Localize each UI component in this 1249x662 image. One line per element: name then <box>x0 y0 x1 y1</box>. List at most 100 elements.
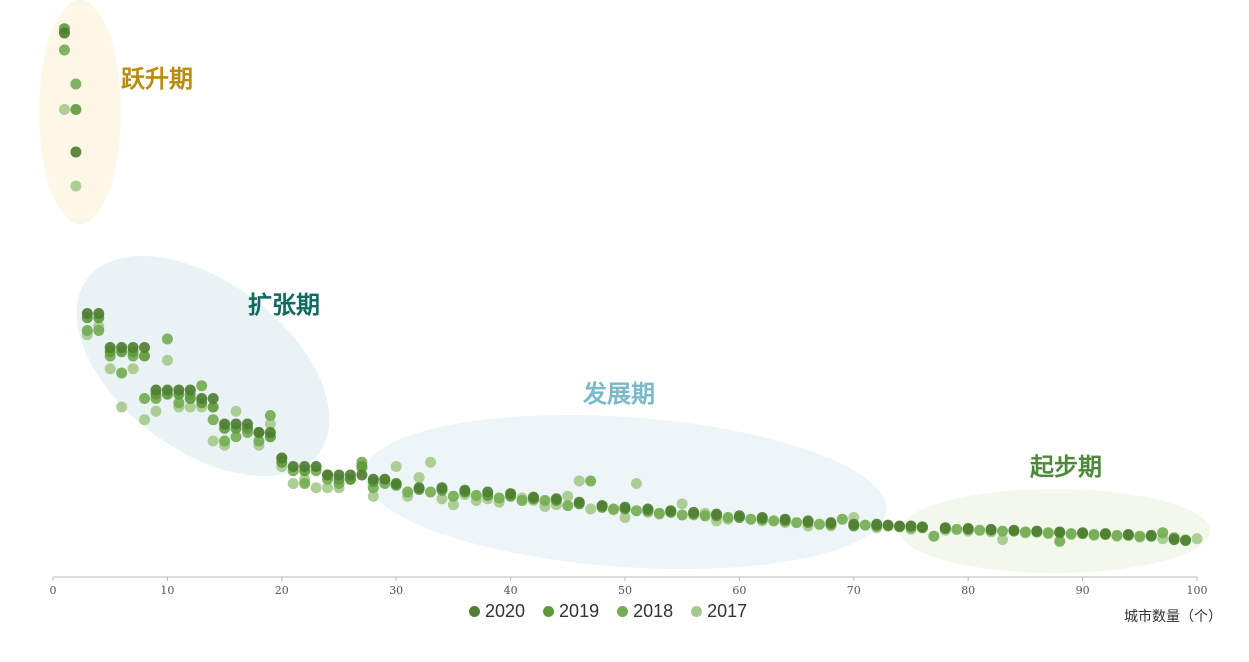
point-2020[interactable] <box>207 393 219 404</box>
legend-item-2019[interactable]: 2019 <box>543 601 599 622</box>
point-2020[interactable] <box>299 461 311 472</box>
legend-item-2020[interactable]: 2020 <box>469 601 525 622</box>
point-2020[interactable] <box>344 469 356 481</box>
point-2020[interactable] <box>276 452 288 464</box>
point-2020[interactable] <box>93 308 105 319</box>
point-2018[interactable] <box>93 325 105 336</box>
point-2020[interactable] <box>367 473 379 485</box>
point-2020[interactable] <box>356 469 368 481</box>
point-2018[interactable] <box>997 525 1009 537</box>
point-2018[interactable] <box>813 518 825 530</box>
point-2017[interactable] <box>1191 533 1203 545</box>
point-2018[interactable] <box>70 78 82 90</box>
point-2020[interactable] <box>665 505 677 517</box>
point-2018[interactable] <box>516 495 528 506</box>
point-2017[interactable] <box>390 461 402 472</box>
point-2018[interactable] <box>116 367 128 379</box>
point-2020[interactable] <box>459 484 471 496</box>
point-2020[interactable] <box>150 384 162 396</box>
point-2017[interactable] <box>70 180 82 192</box>
point-2019[interactable] <box>356 461 368 472</box>
point-2018[interactable] <box>470 489 482 501</box>
point-2018[interactable] <box>699 510 711 522</box>
point-2018[interactable] <box>562 500 574 512</box>
point-2018[interactable] <box>722 512 734 523</box>
point-2018[interactable] <box>161 333 173 345</box>
point-2018[interactable] <box>676 509 688 521</box>
point-2018[interactable] <box>653 507 665 519</box>
point-2018[interactable] <box>219 435 231 447</box>
point-2020[interactable] <box>871 518 883 530</box>
point-2017[interactable] <box>367 490 379 502</box>
point-2018[interactable] <box>173 397 185 409</box>
legend-item-2017[interactable]: 2017 <box>691 601 747 622</box>
point-2017[interactable] <box>573 475 585 487</box>
point-2018[interactable] <box>1054 535 1066 547</box>
point-2018[interactable] <box>768 515 780 527</box>
point-2018[interactable] <box>1042 527 1054 539</box>
point-2020[interactable] <box>596 500 608 512</box>
point-2017[interactable] <box>230 405 242 417</box>
point-2020[interactable] <box>756 512 768 523</box>
point-2020[interactable] <box>1031 525 1043 537</box>
point-2020[interactable] <box>196 393 208 404</box>
point-2018[interactable] <box>425 486 437 498</box>
point-2018[interactable] <box>253 435 265 447</box>
point-2020[interactable] <box>939 522 951 534</box>
point-2020[interactable] <box>779 513 791 525</box>
point-2020[interactable] <box>139 342 151 353</box>
point-2020[interactable] <box>550 493 562 505</box>
point-2020[interactable] <box>58 27 70 39</box>
point-2020[interactable] <box>70 146 82 158</box>
point-2020[interactable] <box>184 384 196 396</box>
point-2020[interactable] <box>619 501 631 513</box>
point-2020[interactable] <box>264 427 276 438</box>
point-2017[interactable] <box>997 534 1009 546</box>
point-2017[interactable] <box>184 401 196 413</box>
point-2018[interactable] <box>299 478 311 489</box>
point-2020[interactable] <box>333 469 345 481</box>
point-2017[interactable] <box>585 503 597 515</box>
point-2020[interactable] <box>527 491 539 503</box>
point-2018[interactable] <box>974 524 986 536</box>
point-2017[interactable] <box>104 363 116 375</box>
point-2020[interactable] <box>436 482 448 494</box>
point-2020[interactable] <box>379 473 391 485</box>
point-2020[interactable] <box>1122 529 1134 540</box>
point-2020[interactable] <box>505 488 517 500</box>
point-2020[interactable] <box>894 520 906 532</box>
point-2018[interactable] <box>1134 530 1146 542</box>
point-2018[interactable] <box>493 492 505 504</box>
point-2020[interactable] <box>230 418 242 430</box>
point-2017[interactable] <box>287 478 299 489</box>
point-2018[interactable] <box>1157 527 1169 539</box>
point-2020[interactable] <box>848 518 860 530</box>
point-2020[interactable] <box>482 486 494 498</box>
point-2017[interactable] <box>310 482 322 494</box>
point-2017[interactable] <box>447 499 459 511</box>
point-2019[interactable] <box>184 393 196 404</box>
point-2020[interactable] <box>1168 534 1180 546</box>
point-2020[interactable] <box>1054 526 1066 538</box>
point-2020[interactable] <box>916 521 928 533</box>
point-2020[interactable] <box>173 384 185 396</box>
point-2020[interactable] <box>81 308 93 319</box>
point-2018[interactable] <box>859 519 871 531</box>
point-2018[interactable] <box>196 380 208 392</box>
point-2020[interactable] <box>802 515 814 527</box>
point-2020[interactable] <box>161 384 173 396</box>
point-2020[interactable] <box>390 478 402 489</box>
legend-item-2018[interactable]: 2018 <box>617 601 673 622</box>
point-2020[interactable] <box>1077 527 1089 539</box>
point-2017[interactable] <box>630 478 642 489</box>
point-2018[interactable] <box>447 490 459 502</box>
point-2020[interactable] <box>241 418 253 430</box>
point-2018[interactable] <box>630 505 642 517</box>
point-2020[interactable] <box>322 469 334 481</box>
point-2018[interactable] <box>951 523 963 535</box>
point-2020[interactable] <box>688 506 700 518</box>
point-2019[interactable] <box>70 104 82 115</box>
point-2017[interactable] <box>676 498 688 510</box>
point-2020[interactable] <box>104 342 116 353</box>
point-2017[interactable] <box>264 418 276 430</box>
